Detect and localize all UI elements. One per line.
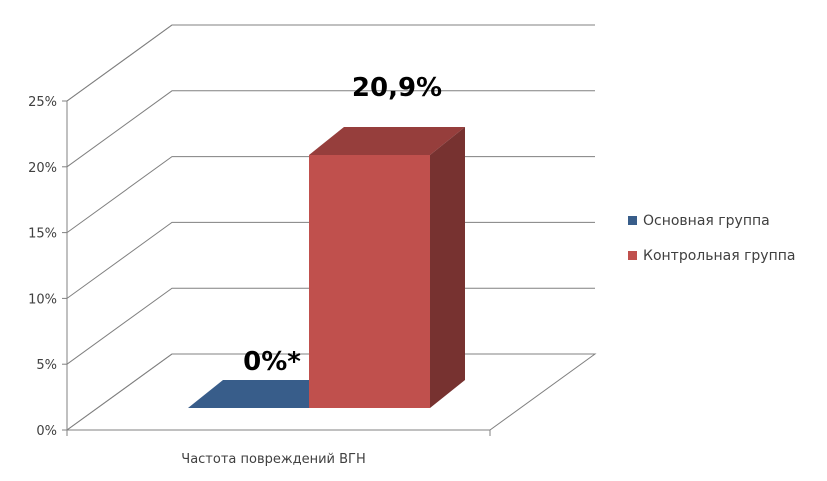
y-tick-label: 10% (28, 292, 57, 307)
bar-kontrolnaya (309, 126, 465, 409)
y-tick-label: 0% (36, 424, 57, 439)
bar-front (309, 154, 430, 408)
y-tick-label: 15% (28, 227, 57, 242)
gridline (66, 24, 595, 102)
legend-label: Основная группа (643, 213, 770, 229)
y-tick-label: 20% (28, 161, 57, 176)
data-label: 20,9% (352, 73, 442, 103)
bar-top (188, 380, 344, 408)
gridline (66, 90, 595, 168)
x-category-label: Частота повреждений ВГН (181, 452, 365, 467)
bar-top (309, 126, 465, 155)
bar-side (430, 126, 465, 409)
bar-osnovnaya (188, 380, 344, 408)
data-label: 0%* (243, 347, 301, 377)
legend-label: Контрольная группа (643, 248, 795, 264)
y-tick-label: 25% (28, 95, 57, 110)
legend-swatch (628, 251, 637, 260)
y-tick-label: 5% (36, 358, 57, 373)
legend-swatch (628, 216, 637, 225)
side-wall (66, 24, 173, 430)
